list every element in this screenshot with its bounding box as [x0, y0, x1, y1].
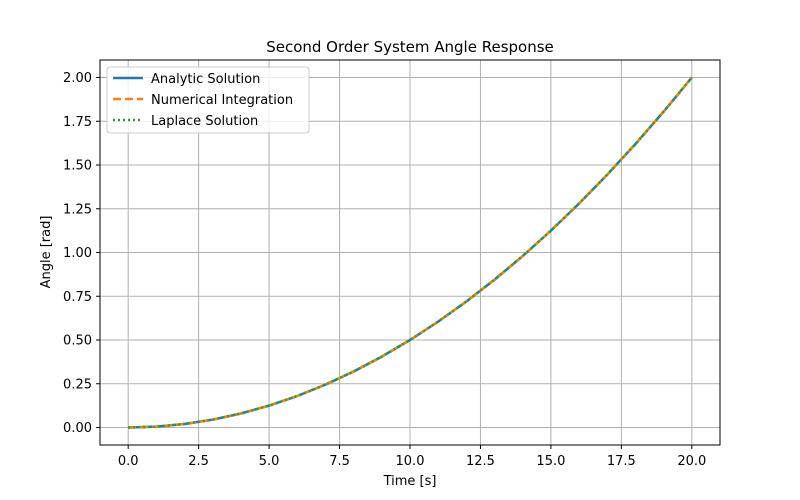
series-line-numerical-integration [128, 76, 693, 429]
y-tick-label: 0.50 [63, 334, 92, 349]
x-tick-label: 17.5 [607, 454, 636, 469]
x-tick-label: 15.0 [536, 454, 565, 469]
legend: Analytic Solution Numerical Integration … [106, 66, 310, 134]
y-tick-label: 0.25 [63, 377, 92, 392]
y-tick-label: 0.75 [63, 290, 92, 305]
y-tick-label: 0.00 [63, 421, 92, 436]
x-tick-label: 0.0 [118, 454, 139, 469]
legend-box [106, 66, 310, 134]
legend-label-numerical: Numerical Integration [151, 93, 293, 108]
x-axis-label: Time [s] [383, 474, 437, 489]
x-tick-label: 10.0 [396, 454, 425, 469]
y-axis-label: Angle [rad] [39, 216, 54, 289]
y-tick-label: 1.75 [63, 115, 92, 130]
x-tick-label: 5.0 [259, 454, 280, 469]
x-tick-label: 12.5 [466, 454, 495, 469]
legend-label-analytic: Analytic Solution [151, 72, 260, 87]
y-tick-label: 2.00 [63, 71, 92, 86]
ticks-layer: 0.0 2.5 5.0 7.5 10.0 12.5 15.0 17.5 20.0 0.00 0.25… [63, 71, 706, 469]
x-tick-label: 20.0 [677, 454, 706, 469]
y-tick-label: 1.50 [63, 159, 92, 174]
chart-title: Second Order System Angle Response [266, 38, 554, 56]
x-tick-label: 7.5 [329, 454, 350, 469]
y-tick-label: 1.00 [63, 246, 92, 261]
y-tick-label: 1.25 [63, 202, 92, 217]
x-tick-label: 2.5 [188, 454, 209, 469]
series-layer [128, 76, 693, 429]
legend-label-laplace: Laplace Solution [151, 114, 258, 129]
